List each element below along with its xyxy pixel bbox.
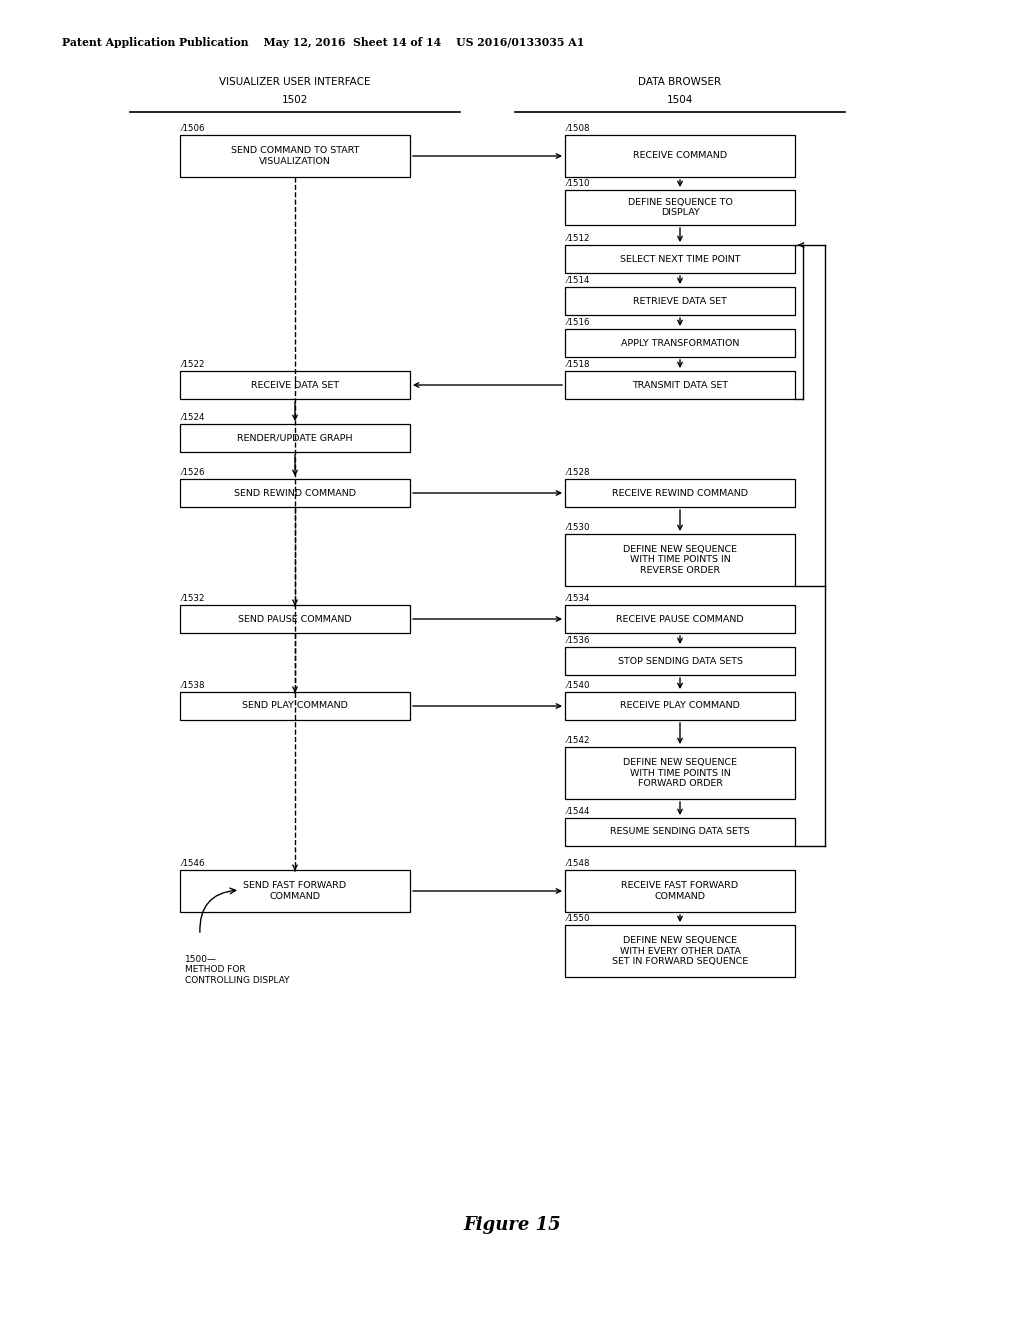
Text: SEND REWIND COMMAND: SEND REWIND COMMAND bbox=[234, 488, 356, 498]
Bar bbox=[565, 535, 795, 586]
Text: RECEIVE PLAY COMMAND: RECEIVE PLAY COMMAND bbox=[621, 701, 740, 710]
Text: RECEIVE PAUSE COMMAND: RECEIVE PAUSE COMMAND bbox=[616, 615, 743, 623]
Text: DEFINE SEQUENCE TO
DISPLAY: DEFINE SEQUENCE TO DISPLAY bbox=[628, 198, 732, 218]
Text: ⁄1532: ⁄1532 bbox=[182, 594, 206, 603]
Text: RECEIVE REWIND COMMAND: RECEIVE REWIND COMMAND bbox=[612, 488, 748, 498]
Bar bbox=[180, 135, 410, 177]
Text: DEFINE NEW SEQUENCE
WITH EVERY OTHER DATA
SET IN FORWARD SEQUENCE: DEFINE NEW SEQUENCE WITH EVERY OTHER DAT… bbox=[612, 936, 749, 966]
Text: RECEIVE FAST FORWARD
COMMAND: RECEIVE FAST FORWARD COMMAND bbox=[622, 882, 738, 900]
Bar bbox=[180, 424, 410, 451]
Bar bbox=[565, 747, 795, 799]
Bar bbox=[565, 329, 795, 356]
Text: ⁄1540: ⁄1540 bbox=[567, 681, 591, 690]
Text: APPLY TRANSFORMATION: APPLY TRANSFORMATION bbox=[621, 338, 739, 347]
Bar bbox=[180, 371, 410, 399]
Bar bbox=[565, 925, 795, 977]
Text: ⁄1508: ⁄1508 bbox=[567, 124, 591, 133]
Bar bbox=[180, 479, 410, 507]
Text: ⁄1528: ⁄1528 bbox=[567, 469, 591, 477]
Text: RETRIEVE DATA SET: RETRIEVE DATA SET bbox=[633, 297, 727, 305]
Text: ⁄1530: ⁄1530 bbox=[567, 523, 591, 532]
Text: RENDER/UPDATE GRAPH: RENDER/UPDATE GRAPH bbox=[238, 433, 352, 442]
Text: Patent Application Publication    May 12, 2016  Sheet 14 of 14    US 2016/013303: Patent Application Publication May 12, 2… bbox=[62, 37, 585, 48]
Text: ⁄1516: ⁄1516 bbox=[567, 318, 591, 327]
Text: DEFINE NEW SEQUENCE
WITH TIME POINTS IN
REVERSE ORDER: DEFINE NEW SEQUENCE WITH TIME POINTS IN … bbox=[623, 545, 737, 576]
Text: 1502: 1502 bbox=[282, 95, 308, 106]
Text: RECEIVE DATA SET: RECEIVE DATA SET bbox=[251, 380, 339, 389]
Text: ⁄1542: ⁄1542 bbox=[567, 737, 591, 744]
Text: Figure 15: Figure 15 bbox=[463, 1216, 561, 1234]
Text: SEND FAST FORWARD
COMMAND: SEND FAST FORWARD COMMAND bbox=[244, 882, 346, 900]
Text: ⁄1524: ⁄1524 bbox=[182, 413, 206, 422]
Text: ⁄1536: ⁄1536 bbox=[567, 636, 591, 645]
Bar bbox=[180, 605, 410, 634]
Text: ⁄1534: ⁄1534 bbox=[567, 594, 591, 603]
Text: RECEIVE COMMAND: RECEIVE COMMAND bbox=[633, 152, 727, 161]
Text: STOP SENDING DATA SETS: STOP SENDING DATA SETS bbox=[617, 656, 742, 665]
Text: 1500—
METHOD FOR
CONTROLLING DISPLAY: 1500— METHOD FOR CONTROLLING DISPLAY bbox=[185, 954, 290, 985]
Bar bbox=[565, 692, 795, 719]
Bar bbox=[180, 870, 410, 912]
Text: DATA BROWSER: DATA BROWSER bbox=[638, 77, 722, 87]
Bar bbox=[180, 692, 410, 719]
Text: SEND PAUSE COMMAND: SEND PAUSE COMMAND bbox=[239, 615, 352, 623]
Text: DEFINE NEW SEQUENCE
WITH TIME POINTS IN
FORWARD ORDER: DEFINE NEW SEQUENCE WITH TIME POINTS IN … bbox=[623, 758, 737, 788]
Bar bbox=[565, 647, 795, 675]
Text: ⁄1512: ⁄1512 bbox=[567, 234, 591, 243]
Bar bbox=[565, 818, 795, 846]
Text: ⁄1550: ⁄1550 bbox=[567, 913, 591, 923]
Text: ⁄1548: ⁄1548 bbox=[567, 859, 591, 869]
Bar bbox=[565, 371, 795, 399]
Text: RESUME SENDING DATA SETS: RESUME SENDING DATA SETS bbox=[610, 828, 750, 837]
Bar bbox=[565, 605, 795, 634]
Text: ⁄1506: ⁄1506 bbox=[182, 124, 206, 133]
Bar bbox=[565, 246, 795, 273]
Bar bbox=[565, 286, 795, 315]
Text: ⁄1544: ⁄1544 bbox=[567, 807, 591, 816]
Text: ⁄1514: ⁄1514 bbox=[567, 276, 591, 285]
Text: ⁄1546: ⁄1546 bbox=[182, 859, 206, 869]
Text: ⁄1526: ⁄1526 bbox=[182, 469, 206, 477]
Text: ⁄1538: ⁄1538 bbox=[182, 681, 206, 690]
Bar bbox=[565, 135, 795, 177]
Text: ⁄1510: ⁄1510 bbox=[567, 180, 591, 187]
Text: VISUALIZER USER INTERFACE: VISUALIZER USER INTERFACE bbox=[219, 77, 371, 87]
Text: 1504: 1504 bbox=[667, 95, 693, 106]
Text: SELECT NEXT TIME POINT: SELECT NEXT TIME POINT bbox=[620, 255, 740, 264]
Text: ⁄1522: ⁄1522 bbox=[182, 360, 206, 370]
Bar bbox=[565, 190, 795, 224]
Bar bbox=[565, 870, 795, 912]
Text: SEND COMMAND TO START
VISUALIZATION: SEND COMMAND TO START VISUALIZATION bbox=[230, 147, 359, 166]
Text: SEND PLAY COMMAND: SEND PLAY COMMAND bbox=[242, 701, 348, 710]
Bar bbox=[565, 479, 795, 507]
Text: ⁄1518: ⁄1518 bbox=[567, 360, 591, 370]
Text: TRANSMIT DATA SET: TRANSMIT DATA SET bbox=[632, 380, 728, 389]
